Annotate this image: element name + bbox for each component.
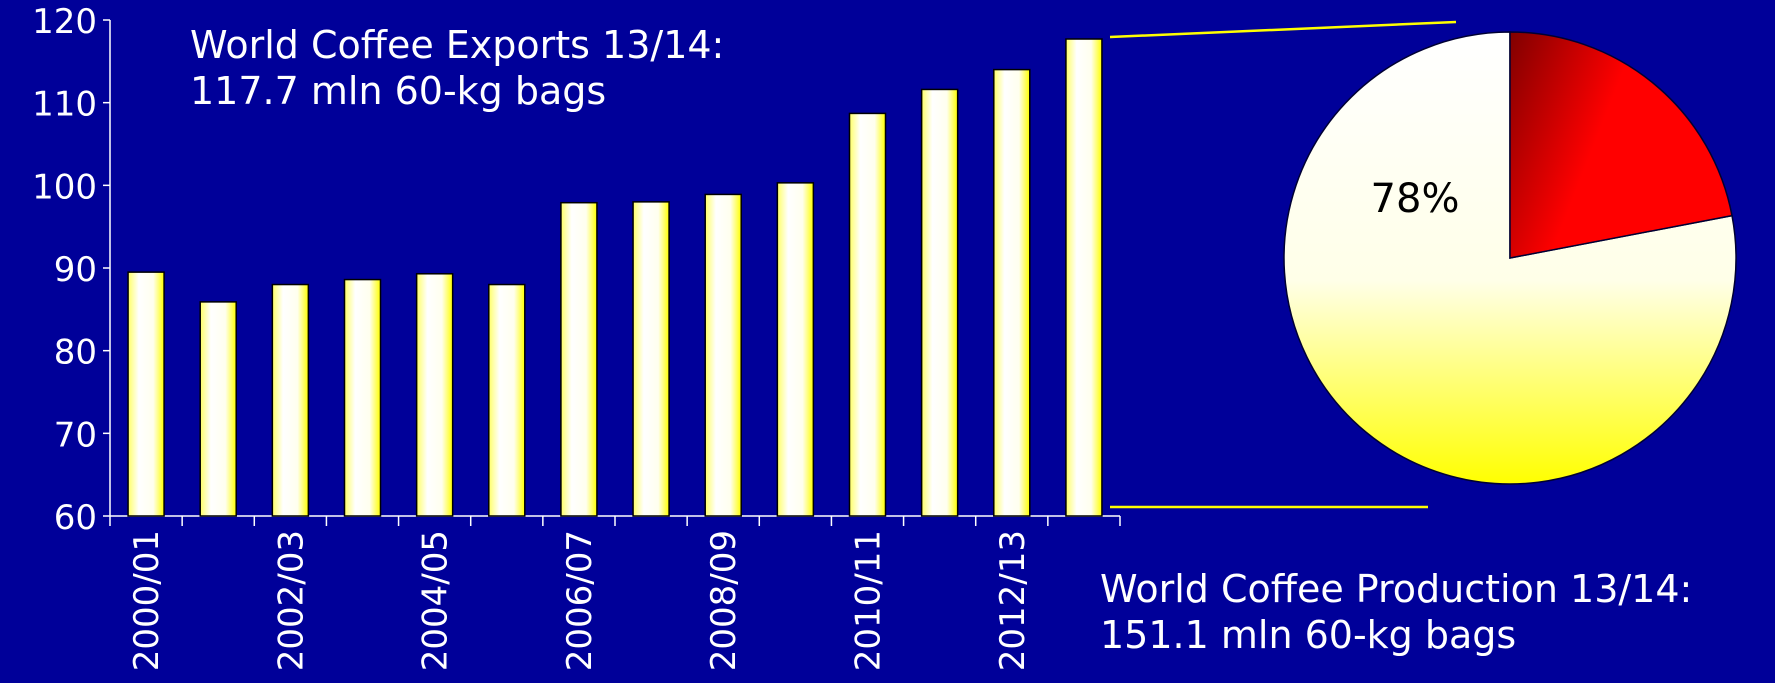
x-tick-label: 2008/09	[704, 530, 744, 671]
x-tick-label: 2010/11	[849, 530, 889, 671]
y-tick-label: 60	[54, 498, 97, 538]
bar-2001/02	[199, 301, 237, 517]
pie-chart: 78%	[1283, 31, 1737, 485]
y-tick-label: 120	[32, 2, 97, 42]
bar-2008/09	[704, 193, 742, 517]
x-tick-label: 2004/05	[416, 530, 456, 671]
x-tick-label: 2012/13	[993, 530, 1033, 671]
production-annotation: World Coffee Production 13/14: 151.1 mln …	[1100, 566, 1692, 658]
x-tick-label: 2006/07	[560, 530, 600, 671]
exports-line-1: World Coffee Exports 13/14:	[190, 23, 725, 67]
x-tick-label: 2002/03	[271, 530, 311, 671]
bar-2009/10	[776, 182, 815, 517]
bar-2011/12	[920, 88, 959, 517]
bar-series	[127, 38, 1103, 517]
production-line-2: 151.1 mln 60-kg bags	[1100, 613, 1517, 657]
y-tick-label: 90	[54, 250, 97, 290]
bar-2004/05	[415, 273, 454, 517]
x-tick-label: 2000/01	[127, 530, 167, 671]
bar-2006/07	[560, 201, 598, 517]
exports-line-2: 117.7 mln 60-kg bags	[190, 69, 607, 113]
bar-2000/01	[127, 271, 165, 517]
y-tick-label: 80	[54, 333, 97, 373]
connector-lines	[1109, 20, 1457, 509]
connector-top	[1109, 20, 1457, 39]
y-tick-label: 100	[32, 167, 97, 207]
pie-slice-other	[1509, 31, 1733, 259]
y-axis: 60 70 80 90 100 110 120	[32, 2, 111, 538]
bar-2007/08	[632, 201, 670, 517]
bar-2005/06	[488, 283, 526, 517]
exports-annotation: World Coffee Exports 13/14: 117.7 mln 60-…	[190, 22, 724, 114]
x-axis: 2000/01 2002/03 2004/05 2006/07 2008/09 2010/…	[109, 515, 1121, 671]
bar-2012/13	[993, 68, 1031, 517]
bar-2003/04	[343, 278, 382, 517]
bar-2010/11	[848, 112, 887, 517]
bar-2002/03	[271, 283, 310, 517]
bar-2013/14	[1065, 38, 1103, 517]
y-tick-label: 110	[32, 85, 97, 125]
pie-slice-label: 78%	[1371, 176, 1460, 222]
y-tick-label: 70	[54, 415, 97, 455]
production-line-1: World Coffee Production 13/14:	[1100, 567, 1693, 611]
